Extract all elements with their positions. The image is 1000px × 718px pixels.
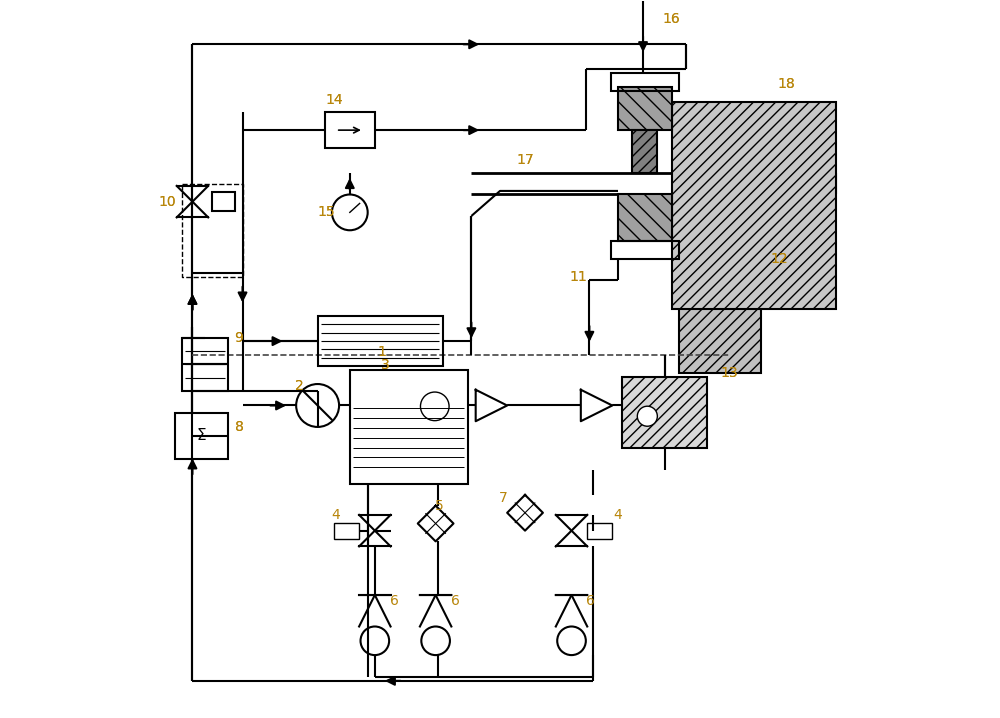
Text: 5: 5 [435,498,444,513]
Text: 8: 8 [235,420,243,434]
Text: 4: 4 [331,508,340,522]
Bar [622,377,707,449]
Text: 2: 2 [295,379,304,393]
Bar [587,523,612,538]
Text: 11: 11 [570,270,588,284]
Text: 15: 15 [317,205,335,220]
Polygon shape [581,390,612,421]
Text: 6: 6 [390,594,399,607]
Bar [325,112,375,148]
Bar [334,523,359,538]
Text: 7: 7 [499,491,508,505]
Text: 10: 10 [159,195,176,209]
Bar [611,73,679,90]
Text: 12: 12 [770,252,788,266]
Text: 17: 17 [516,153,534,167]
Text: 13: 13 [720,366,738,381]
Text: Σ: Σ [197,429,206,444]
Text: 15: 15 [317,205,335,220]
Text: 1: 1 [378,345,386,359]
Text: 4: 4 [614,508,622,522]
Text: 13: 13 [720,366,738,381]
Text: 2: 2 [295,379,304,393]
Text: 3: 3 [381,358,390,372]
Bar [679,263,761,373]
Text: 6: 6 [451,594,459,607]
Text: 11: 11 [570,270,588,284]
Bar [618,87,672,130]
Text: 9: 9 [235,330,243,345]
Bar [318,316,443,366]
Bar [611,241,679,259]
Bar [175,413,228,459]
Text: 6: 6 [586,594,595,607]
Text: 17: 17 [516,153,534,167]
Text: 18: 18 [777,77,795,90]
Bar [632,130,657,173]
Text: 16: 16 [663,12,681,27]
Text: 16: 16 [663,12,681,27]
Circle shape [637,406,657,426]
Text: 3: 3 [381,358,390,372]
Text: 9: 9 [235,330,243,345]
Text: 1: 1 [378,345,386,359]
Text: 14: 14 [325,93,343,107]
Text: 10: 10 [159,195,176,209]
Bar [350,370,468,484]
Bar [618,195,672,241]
Text: 8: 8 [235,420,243,434]
Text: 18: 18 [777,77,795,90]
Text: 14: 14 [325,93,343,107]
Polygon shape [476,390,507,421]
Text: 12: 12 [770,252,788,266]
Bar [212,192,235,211]
Bar [672,101,836,309]
Bar [182,337,228,391]
